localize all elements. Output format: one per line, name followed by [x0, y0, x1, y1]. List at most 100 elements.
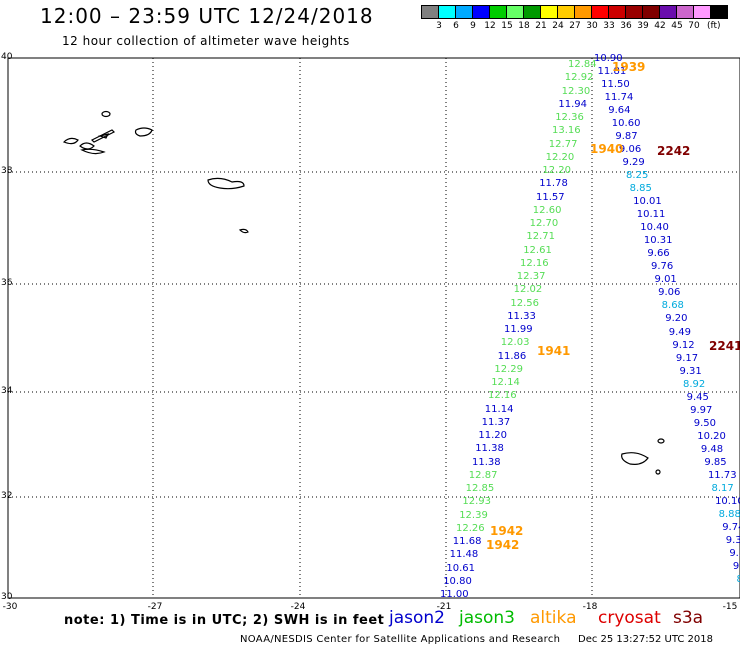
color-scale-label: 45 — [671, 21, 683, 31]
swh-value-west: 11.37 — [481, 416, 511, 428]
swh-value-west: 12.03 — [500, 337, 530, 349]
swh-value-west: 12.85 — [465, 483, 495, 494]
island-desertas — [655, 469, 661, 475]
legend-jason2: jason2 — [389, 608, 445, 628]
swh-value-east: 9.3 — [725, 534, 740, 546]
y-label-38: 38 — [1, 166, 13, 176]
swh-value-west: 12.16 — [520, 257, 549, 269]
swh-value-west: 11.94 — [558, 98, 588, 110]
swh-value-west: 10.80 — [443, 575, 472, 587]
swh-value-east: 10.20 — [697, 430, 726, 442]
y-label-40: 40 — [1, 52, 13, 62]
swh-value-west: 11.14 — [484, 403, 514, 415]
swh-value-east: 8 — [736, 573, 740, 585]
island-graciosa — [97, 133, 110, 139]
swh-value-east: 10.01 — [633, 196, 662, 208]
legend-s3a: s3a — [673, 608, 704, 628]
y-label-36: 36 — [1, 278, 13, 288]
pass-time-label: 1940 — [590, 142, 624, 156]
swh-value-west: 12.02 — [513, 284, 543, 296]
swh-value-east: 9.74 — [722, 521, 740, 533]
swh-value-west: 12.36 — [555, 112, 584, 123]
swh-value-east: 8.92 — [683, 378, 706, 390]
swh-value-east: 11.73 — [707, 469, 737, 481]
swh-value-east: 9.5 — [729, 547, 740, 559]
swh-value-east: 10.11 — [636, 209, 666, 221]
swh-value-west: 11.68 — [452, 536, 482, 547]
footer-date: Dec 25 13:27:52 UTC 2018 — [578, 634, 713, 645]
swh-value-east: 9.17 — [675, 352, 699, 364]
color-scale-label: 70 — [688, 21, 700, 31]
color-scale-label: 36 — [620, 21, 632, 31]
swh-value-west: 11.48 — [449, 549, 479, 561]
color-scale-label: 27 — [569, 21, 581, 31]
color-scale-label: 24 — [552, 21, 564, 31]
swh-value-west: 12.60 — [532, 204, 562, 216]
swh-value-west: 12.87 — [468, 469, 498, 481]
swh-value-west: 12.39 — [459, 509, 488, 521]
legend-altika: altika — [530, 608, 577, 628]
swh-value-west: 11.20 — [478, 430, 508, 441]
swh-value-west: 10.61 — [446, 562, 476, 574]
legend-note: note: 1) Time is in UTC; 2) SWH is in fe… — [64, 613, 385, 628]
pass-time-label: 1941 — [537, 344, 571, 358]
coastlines — [62, 110, 665, 475]
color-scale-label: 6 — [453, 21, 459, 31]
swh-value-east: 9.66 — [647, 248, 670, 260]
swh-value-west: 12.14 — [491, 377, 520, 388]
swh-value-east: 10.60 — [611, 118, 641, 130]
swh-value-east: 8.85 — [629, 183, 652, 195]
swh-value-west: 12.30 — [561, 85, 591, 97]
color-scale-unit: (ft) — [707, 21, 721, 31]
color-scale-label: 9 — [470, 21, 476, 31]
island-pico — [80, 148, 106, 155]
swh-value-east: 9.45 — [686, 391, 709, 403]
x-label-minus27: -27 — [147, 602, 163, 612]
swh-value-east: 10.40 — [640, 222, 669, 234]
swh-value-east: 9.29 — [622, 157, 645, 169]
swh-value-west: 13.16 — [552, 125, 581, 137]
island-madeira — [621, 452, 649, 465]
swh-value-east: 9.97 — [690, 404, 713, 416]
swh-value-east: 9.87 — [615, 131, 638, 143]
color-scale-label: 3 — [436, 21, 442, 31]
x-label-minus24: -24 — [290, 602, 306, 612]
swh-value-east: 9.06 — [618, 144, 642, 156]
color-scale-cell — [710, 5, 728, 19]
swh-value-west: 12.61 — [523, 244, 552, 256]
swh-value-west: 11.33 — [507, 310, 536, 322]
island-corvo — [101, 110, 111, 118]
swh-value-east: 10.90 — [594, 53, 623, 64]
swh-value-west: 12.70 — [529, 218, 559, 229]
map-title: 12:00 – 23:59 UTC 12/24/2018 — [40, 4, 374, 28]
pass-time-label: 1939 — [612, 60, 646, 74]
swh-value-east: 9.76 — [650, 261, 674, 273]
swh-value-east: 8.88 — [718, 508, 740, 520]
swh-value-west: 12.16 — [488, 390, 517, 402]
swh-value-east: 9.31 — [679, 365, 702, 377]
y-label-34: 34 — [1, 386, 13, 396]
color-scale-label: 18 — [518, 21, 530, 31]
swh-value-west: 12.84 — [568, 59, 597, 70]
swh-value-east: 8.17 — [711, 482, 734, 494]
island-porto-santo — [657, 438, 665, 444]
y-label-32: 32 — [1, 491, 13, 501]
swh-value-east: 10.31 — [643, 235, 673, 247]
swh-value-east: 11.50 — [601, 79, 630, 91]
color-scale-label: 30 — [586, 21, 598, 31]
swh-value-east: 8.68 — [661, 300, 684, 312]
color-scale-labels: 3 6 9 12 15 18 21 24 27 30 33 36 39 42 45 70 (ft) — [421, 21, 740, 33]
swh-value-west: 12.20 — [542, 165, 572, 176]
swh-value-west: 12.37 — [516, 271, 546, 282]
y-label-30: 30 — [1, 592, 13, 602]
x-label-minus18: -18 — [582, 602, 598, 612]
swh-value-west: 12.77 — [548, 138, 578, 150]
swh-value-east: 9.64 — [608, 105, 631, 117]
color-scale-label: 33 — [603, 21, 615, 31]
island-sao-miguel — [207, 177, 245, 190]
color-scale-label: 21 — [535, 21, 547, 31]
swh-value-west: 12.26 — [456, 522, 485, 534]
swh-value-west: 12.71 — [526, 231, 556, 243]
swh-value-east: 9. — [732, 560, 740, 572]
map-subtitle: 12 hour collection of altimeter wave hei… — [62, 34, 350, 48]
